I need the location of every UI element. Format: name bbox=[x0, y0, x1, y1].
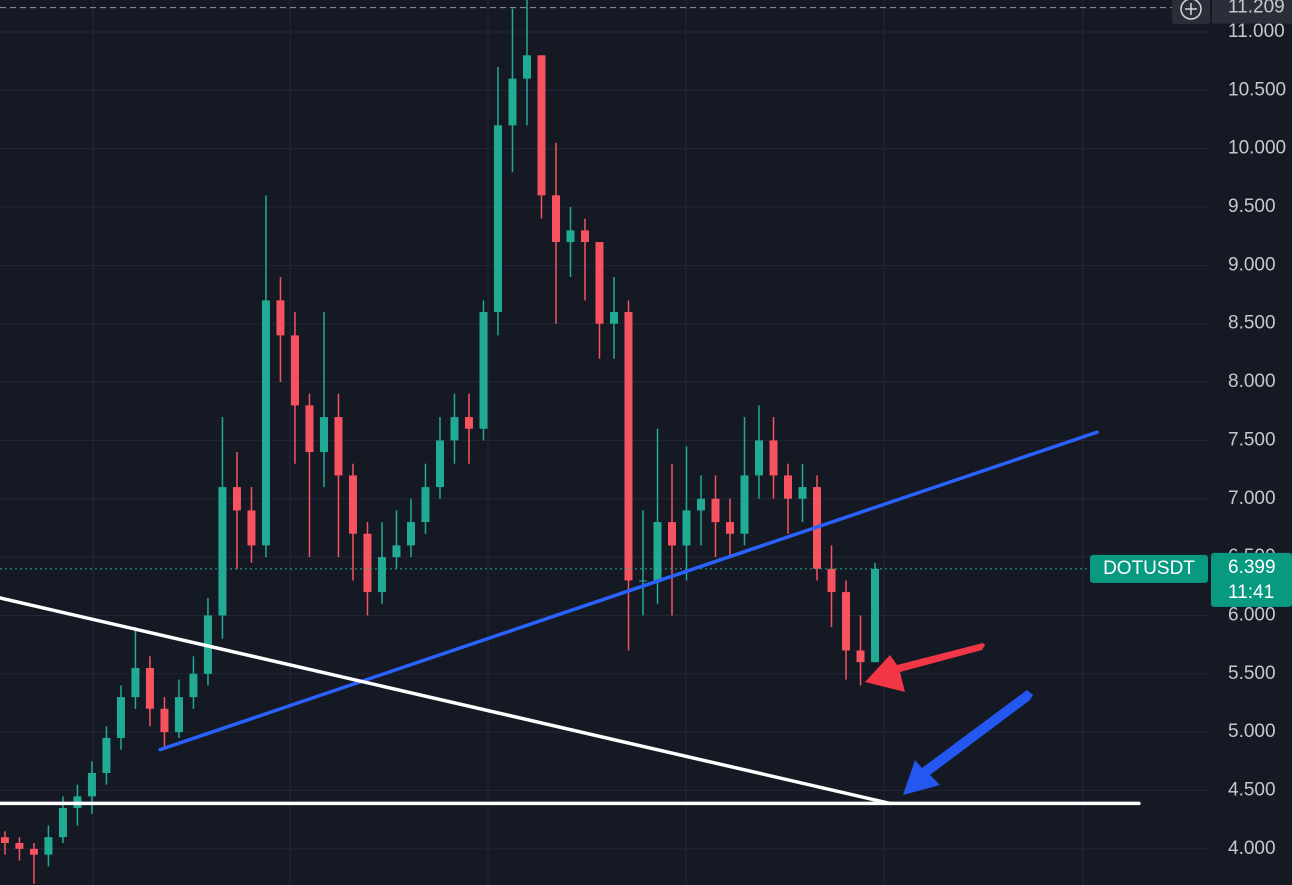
add-icon[interactable] bbox=[1180, 0, 1202, 20]
candle-body bbox=[334, 417, 343, 476]
candle-body bbox=[784, 475, 793, 499]
candle-body bbox=[595, 242, 604, 324]
candle-body bbox=[580, 230, 589, 243]
symbol-box bbox=[1090, 554, 1208, 583]
candle-body bbox=[145, 667, 154, 709]
y-tick-label: 5.500 bbox=[1228, 663, 1276, 684]
candle-body bbox=[174, 697, 183, 733]
candle-body bbox=[406, 522, 415, 546]
candle-body bbox=[769, 440, 778, 476]
candle-body bbox=[0, 837, 9, 843]
candle-body bbox=[377, 557, 386, 593]
candle-body bbox=[102, 737, 111, 773]
candle-body bbox=[58, 807, 67, 838]
blue-arrow bbox=[903, 690, 1033, 795]
candle-body bbox=[29, 848, 38, 855]
y-tick-label: 7.500 bbox=[1228, 429, 1276, 450]
candle-body bbox=[551, 195, 560, 243]
candle-body bbox=[653, 522, 662, 581]
candle-body bbox=[131, 667, 140, 698]
candle-body bbox=[232, 487, 241, 511]
max-price-box bbox=[1212, 0, 1292, 24]
candle-body bbox=[537, 55, 546, 196]
candle-body bbox=[667, 522, 676, 546]
candle-body bbox=[755, 440, 764, 476]
y-tick-label: 8.500 bbox=[1228, 313, 1276, 334]
y-tick-label: 10.000 bbox=[1228, 138, 1286, 159]
y-tick-label: 6.000 bbox=[1228, 604, 1276, 625]
candle-body bbox=[276, 300, 285, 336]
add-icon-cross[interactable] bbox=[1185, 3, 1197, 15]
y-tick-label: 7.000 bbox=[1228, 488, 1276, 509]
candle-body bbox=[638, 580, 647, 582]
candle-body bbox=[711, 498, 720, 523]
y-tick-label: 9.500 bbox=[1228, 196, 1276, 217]
candle-body bbox=[479, 312, 488, 429]
y-tick-label: 10.500 bbox=[1228, 79, 1286, 100]
y-tick-label: 4.500 bbox=[1228, 779, 1276, 800]
last-price-label: 6.399 bbox=[1228, 557, 1276, 578]
candle-body bbox=[435, 440, 444, 488]
candle-body bbox=[116, 697, 125, 738]
max-price-label: 11.209 bbox=[1228, 0, 1285, 18]
y-tick-label: 5.000 bbox=[1228, 721, 1276, 742]
candle-body bbox=[493, 125, 502, 313]
candle-body bbox=[522, 55, 531, 79]
candle-body bbox=[842, 592, 851, 651]
candle-body bbox=[827, 568, 836, 593]
candle-body bbox=[15, 842, 24, 849]
trendline bbox=[158, 430, 1099, 752]
candle-body bbox=[856, 650, 865, 663]
candle-body bbox=[44, 837, 53, 855]
candle-body bbox=[348, 475, 357, 534]
candle-body bbox=[305, 405, 314, 453]
candle-body bbox=[696, 498, 705, 511]
candle-body bbox=[421, 487, 430, 523]
candle-body bbox=[508, 78, 517, 126]
y-tick-label: 8.000 bbox=[1228, 371, 1276, 392]
candle-body bbox=[218, 487, 227, 616]
candle-body bbox=[798, 487, 807, 499]
candle-body bbox=[189, 673, 198, 698]
candle-body bbox=[682, 510, 691, 546]
y-tick-label: 4.000 bbox=[1228, 838, 1276, 859]
candle-body bbox=[450, 417, 459, 441]
candle-body bbox=[726, 522, 735, 534]
candle-body bbox=[363, 533, 372, 593]
candle-body bbox=[624, 312, 633, 581]
candle-body bbox=[871, 568, 880, 663]
y-tick-label: 11.000 bbox=[1228, 21, 1285, 42]
time-grid bbox=[92, 0, 1084, 885]
add-button[interactable] bbox=[1172, 0, 1210, 24]
symbol-label: DOTUSDT bbox=[1103, 558, 1195, 579]
candle-body bbox=[609, 312, 618, 324]
red-arrow bbox=[865, 643, 985, 692]
countdown-label: 11:41 bbox=[1228, 582, 1274, 603]
candle-body bbox=[261, 300, 270, 546]
candle-body bbox=[464, 417, 473, 429]
candle-body bbox=[247, 510, 256, 546]
candle-body bbox=[566, 230, 575, 243]
trendline bbox=[0, 596, 892, 806]
last-price-box bbox=[1211, 552, 1292, 607]
candle-body bbox=[87, 772, 96, 797]
candle-body bbox=[392, 545, 401, 558]
candle-body bbox=[160, 708, 169, 733]
candle-body bbox=[290, 335, 299, 406]
candle-body bbox=[319, 417, 328, 453]
y-tick-label: 9.000 bbox=[1228, 254, 1276, 275]
candle-body bbox=[740, 475, 749, 534]
